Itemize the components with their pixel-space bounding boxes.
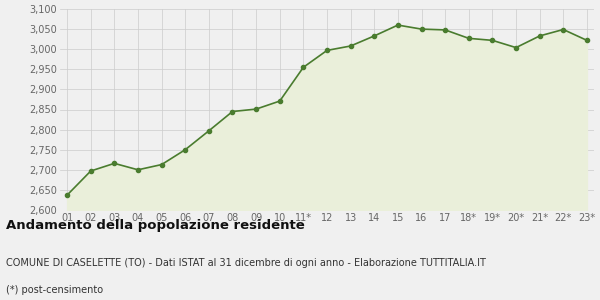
Text: Andamento della popolazione residente: Andamento della popolazione residente xyxy=(6,219,305,232)
Text: (*) post-censimento: (*) post-censimento xyxy=(6,285,103,295)
Text: COMUNE DI CASELETTE (TO) - Dati ISTAT al 31 dicembre di ogni anno - Elaborazione: COMUNE DI CASELETTE (TO) - Dati ISTAT al… xyxy=(6,258,486,268)
